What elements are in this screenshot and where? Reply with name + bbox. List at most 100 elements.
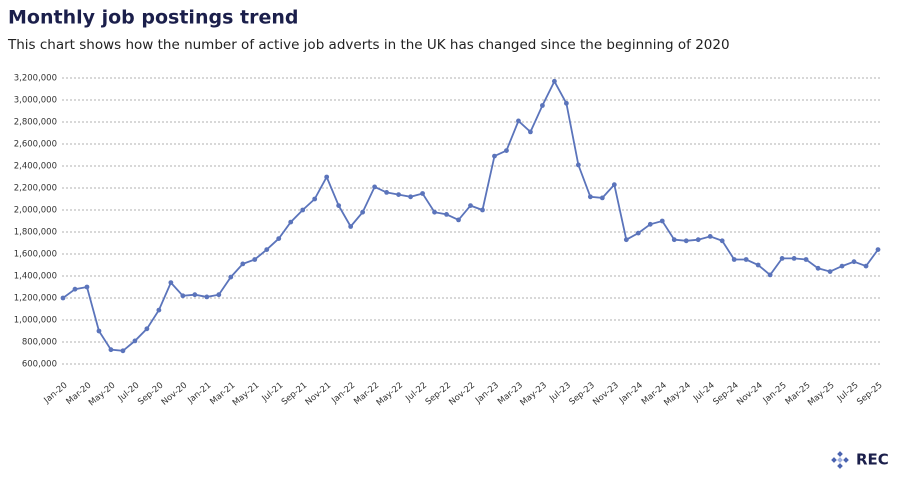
x-tick-label: Sep-20 xyxy=(136,381,165,408)
x-tick-label: Jan-25 xyxy=(761,381,789,407)
x-tick-label: Nov-21 xyxy=(304,381,334,408)
data-point xyxy=(108,347,114,353)
data-point xyxy=(456,217,461,223)
data-point xyxy=(695,237,701,243)
x-tick-label: May-22 xyxy=(375,381,405,409)
data-point xyxy=(408,194,413,200)
data-point xyxy=(132,338,138,344)
logo-icon xyxy=(831,451,849,469)
data-point xyxy=(372,184,378,190)
data-point xyxy=(683,238,689,244)
data-point xyxy=(647,221,653,227)
data-point xyxy=(240,261,246,267)
data-point xyxy=(791,256,797,261)
data-point xyxy=(779,256,785,261)
data-point xyxy=(659,218,665,224)
x-tick-label: Nov-22 xyxy=(447,381,477,408)
y-tick-label: 1,000,000 xyxy=(14,316,57,326)
data-point xyxy=(815,265,821,271)
data-point xyxy=(839,263,845,269)
data-point xyxy=(264,247,270,253)
data-point xyxy=(551,78,557,84)
x-tick-label: Sep-25 xyxy=(855,381,884,408)
chart-subtitle: This chart shows how the number of activ… xyxy=(7,37,730,53)
y-tick-label: 600,000 xyxy=(22,360,57,370)
x-tick-label: Nov-24 xyxy=(735,381,765,408)
data-point xyxy=(611,182,617,188)
data-point xyxy=(480,207,485,213)
x-tick-label: May-21 xyxy=(231,381,261,409)
y-tick-label: 1,800,000 xyxy=(14,228,57,238)
data-point xyxy=(300,207,306,213)
data-point xyxy=(324,174,330,180)
data-point xyxy=(587,194,593,200)
x-tick-label: May-23 xyxy=(519,381,549,409)
data-point xyxy=(336,203,342,209)
data-point xyxy=(180,293,186,299)
data-point xyxy=(743,257,749,262)
data-point xyxy=(540,103,545,108)
data-point xyxy=(96,328,102,334)
data-point xyxy=(731,257,737,262)
data-point xyxy=(599,195,605,201)
data-point xyxy=(228,274,234,280)
data-point xyxy=(276,236,282,242)
x-tick-label: Jan-23 xyxy=(473,381,501,407)
data-point xyxy=(168,280,174,285)
data-point xyxy=(384,190,390,195)
data-point xyxy=(803,257,809,262)
x-tick-label: Jan-21 xyxy=(185,381,213,407)
data-point xyxy=(875,247,881,253)
data-point xyxy=(360,209,366,215)
x-tick-label: May-25 xyxy=(806,381,836,409)
data-point xyxy=(635,230,641,236)
y-tick-label: 2,200,000 xyxy=(14,184,57,194)
data-point xyxy=(156,307,162,313)
chart-title: Monthly job postings trend xyxy=(8,7,298,29)
data-point xyxy=(575,162,581,168)
y-tick-label: 2,000,000 xyxy=(14,206,57,216)
x-tick-label: Nov-23 xyxy=(591,381,621,408)
data-point xyxy=(671,237,677,243)
x-tick-label: Jan-20 xyxy=(42,381,70,407)
data-point xyxy=(827,269,833,274)
y-tick-label: 1,200,000 xyxy=(14,294,57,304)
data-point xyxy=(216,292,222,298)
y-tick-label: 2,400,000 xyxy=(14,162,57,172)
data-point xyxy=(144,326,150,332)
data-point xyxy=(312,196,318,202)
data-point xyxy=(851,259,857,265)
data-point xyxy=(252,257,258,262)
data-point xyxy=(420,191,425,196)
data-point xyxy=(84,284,90,290)
data-point xyxy=(468,203,473,209)
y-tick-label: 1,400,000 xyxy=(14,272,57,282)
data-point xyxy=(516,118,521,124)
data-point xyxy=(755,262,761,268)
x-tick-label: May-24 xyxy=(662,381,692,409)
data-point xyxy=(528,129,533,135)
data-point xyxy=(72,286,78,292)
y-tick-label: 3,000,000 xyxy=(14,96,57,106)
data-point xyxy=(120,348,126,354)
x-tick-label: Sep-23 xyxy=(568,381,597,408)
data-point xyxy=(192,292,198,298)
x-tick-label: Sep-22 xyxy=(424,381,453,408)
data-point xyxy=(504,148,509,154)
y-tick-label: 1,600,000 xyxy=(14,250,57,260)
data-point xyxy=(563,100,569,106)
x-tick-label: Jan-22 xyxy=(329,381,357,407)
data-point xyxy=(767,272,773,278)
y-tick-label: 2,800,000 xyxy=(14,118,57,128)
y-tick-label: 3,200,000 xyxy=(14,74,57,84)
data-point xyxy=(204,294,210,300)
data-point xyxy=(396,192,401,198)
data-point xyxy=(719,238,725,244)
x-tick-label: May-20 xyxy=(87,381,117,409)
x-tick-label: Jan-24 xyxy=(617,381,645,407)
y-tick-label: 2,600,000 xyxy=(14,140,57,150)
data-point xyxy=(444,212,449,217)
data-point xyxy=(432,209,437,215)
